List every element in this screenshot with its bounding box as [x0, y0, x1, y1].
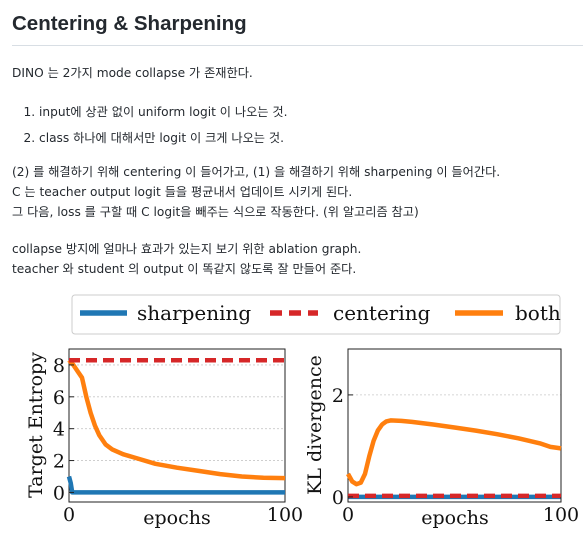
series-line-both — [67, 358, 286, 481]
x-tick-label: 100 — [543, 504, 579, 526]
legend-label: centering — [333, 301, 431, 325]
explanation-line: C 는 teacher output logit 들을 평균내서 업데이트 시키… — [12, 185, 353, 199]
x-tick-label: 0 — [63, 504, 75, 526]
y-axis-label: Target Entropy — [25, 352, 47, 498]
y-tick-label: 0 — [53, 482, 65, 504]
y-tick-label: 6 — [53, 387, 65, 409]
kl-divergence-chart: 0 2 0 100 KL divergence epochs — [304, 348, 579, 529]
ablation-line: collapse 방지에 얼마나 효과가 있는지 보기 위한 ablation … — [12, 242, 362, 256]
chart-legend: sharpening centering both — [71, 294, 561, 335]
legend-label: sharpening — [137, 301, 251, 325]
list-item: class 하나에 대해서만 logit 이 크게 나오는 것. — [39, 125, 287, 151]
intro-paragraph: DINO 는 2가지 mode collapse 가 존재한다. — [12, 66, 253, 80]
legend-label: both — [515, 301, 561, 325]
explanation-line: (2) 를 해결하기 위해 centering 이 들어가고, (1) 을 해결… — [12, 165, 501, 179]
y-axis-label: KL divergence — [304, 355, 326, 495]
series-line-sharpening — [66, 475, 285, 495]
x-axis-label: epochs — [143, 507, 210, 529]
explanation-line: 그 다음, loss 를 구할 때 C logit을 빼주는 식으로 작동한다.… — [12, 205, 419, 219]
x-tick-label: 100 — [267, 504, 303, 526]
target-entropy-chart: 0 2 4 6 8 0 100 Target Entropy epochs — [25, 348, 303, 529]
ablation-line: teacher 와 student 의 output 이 똑같지 않도록 잘 만… — [12, 262, 357, 276]
y-tick-label: 0 — [332, 487, 344, 509]
y-tick-label: 8 — [53, 355, 65, 377]
series-line-both — [346, 418, 562, 487]
page-title: Centering & Sharpening — [12, 12, 583, 46]
y-tick-label: 2 — [332, 385, 344, 407]
y-tick-label: 4 — [53, 419, 65, 441]
y-tick-label: 2 — [53, 451, 65, 473]
list-item: input에 상관 없이 uniform logit 이 나오는 것. — [39, 99, 287, 125]
mode-collapse-list: input에 상관 없이 uniform logit 이 나오는 것. clas… — [12, 99, 287, 151]
x-tick-label: 0 — [342, 504, 354, 526]
ablation-figure: sharpening centering both 0 2 4 6 8 0 100 Targ… — [25, 294, 579, 529]
x-axis-label: epochs — [421, 507, 488, 529]
